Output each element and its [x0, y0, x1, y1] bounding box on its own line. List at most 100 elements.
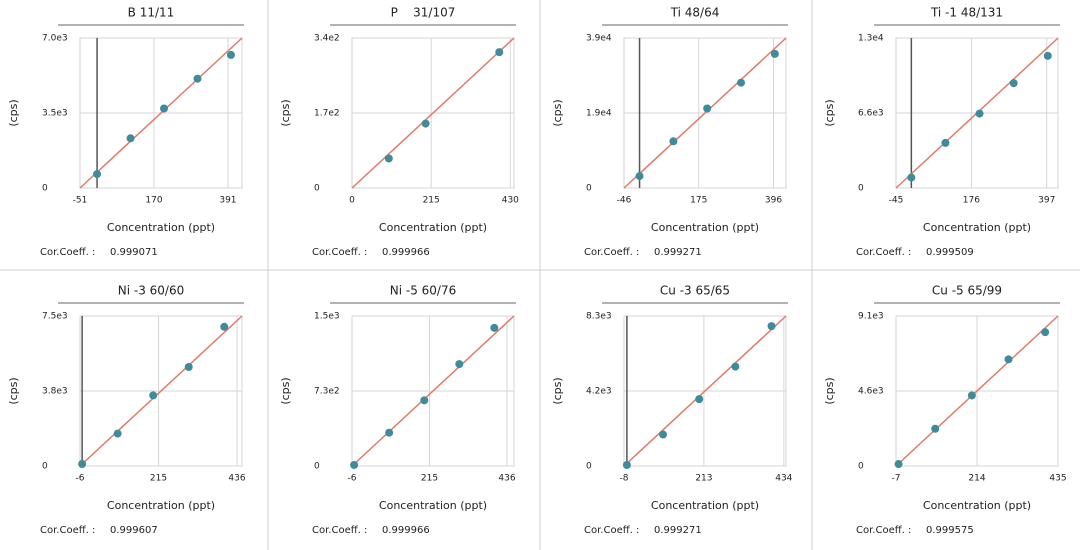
- x-tick-label: 436: [498, 474, 515, 484]
- data-point: [126, 134, 135, 143]
- cor-label: Cor.Coeff. :: [856, 525, 911, 536]
- data-point: [421, 119, 430, 128]
- data-point: [149, 391, 158, 400]
- x-axis-label: Concentration (ppt): [651, 221, 759, 234]
- y-axis-label: (cps): [279, 99, 292, 126]
- y-tick-label: 1.9e4: [586, 109, 612, 119]
- cor-label: Cor.Coeff. :: [40, 247, 95, 258]
- chart-title: Ti 48/64: [670, 6, 720, 20]
- data-point: [731, 362, 740, 371]
- chart-panel: Cu -3 65/65 0 4.2e3 8.3e3 -8 213 434 (cps) Conce…: [551, 284, 793, 537]
- y-tick-label: 7.5e3: [42, 312, 68, 322]
- cor-value: 0.999271: [654, 525, 702, 536]
- data-point: [967, 391, 976, 400]
- data-point: [622, 460, 631, 469]
- chart-panel: Ni -3 60/60 0 3.8e3 7.5e3 -6 215 436 (cps) Conce…: [7, 284, 246, 537]
- cor-label: Cor.Coeff. :: [856, 247, 911, 258]
- chart-title: Cu -5 65/99: [932, 284, 1002, 298]
- chart-panel: B 11/11 0 3.5e3 7.0e3 -51 170 391 (cps) Concentr…: [7, 6, 244, 258]
- y-tick-label: 0: [858, 462, 864, 472]
- data-point: [703, 104, 712, 113]
- x-axis-label: Concentration (ppt): [107, 221, 215, 234]
- y-axis-label: (cps): [7, 99, 20, 126]
- x-tick-label: -46: [617, 196, 632, 206]
- y-tick-label: 4.2e3: [586, 387, 612, 397]
- y-tick-label: 3.9e4: [586, 34, 612, 44]
- chart-title: Cu -3 65/65: [660, 284, 730, 298]
- data-point: [490, 323, 499, 332]
- x-tick-label: -45: [889, 196, 904, 206]
- x-tick-label: 213: [695, 474, 712, 484]
- x-tick-label: -51: [73, 196, 88, 206]
- data-point: [770, 49, 779, 58]
- chart-title: P 31/107: [391, 6, 456, 20]
- y-axis-label: (cps): [823, 377, 836, 404]
- data-point: [1009, 79, 1018, 88]
- data-point: [193, 74, 202, 83]
- fit-line: [895, 315, 1059, 467]
- data-point: [941, 138, 950, 147]
- y-tick-label: 0: [858, 184, 864, 194]
- y-tick-label: 1.5e3: [314, 312, 340, 322]
- cor-value: 0.999509: [926, 247, 974, 258]
- fit-line: [623, 37, 787, 189]
- data-point: [455, 360, 464, 369]
- x-axis-label: Concentration (ppt): [107, 499, 215, 512]
- y-axis-label: (cps): [551, 99, 564, 126]
- chart-title: B 11/11: [128, 6, 175, 20]
- chart-panel: Cu -5 65/99 0 4.6e3 9.1e3 -7 214 435 (cps) Conce…: [823, 284, 1067, 537]
- data-point: [659, 430, 668, 439]
- x-tick-label: 397: [1038, 196, 1055, 206]
- y-axis-label: (cps): [279, 377, 292, 404]
- cor-label: Cor.Coeff. :: [584, 525, 639, 536]
- data-point: [420, 396, 429, 405]
- y-tick-label: 3.4e2: [314, 34, 340, 44]
- x-tick-label: 175: [690, 196, 707, 206]
- data-point: [350, 460, 359, 469]
- data-point: [78, 460, 87, 468]
- chart-panel: Ti 48/64 0 1.9e4 3.9e4 -46 175 396 (cps) Concent…: [551, 6, 788, 258]
- y-tick-label: 3.8e3: [42, 387, 68, 397]
- y-axis-label: (cps): [7, 377, 20, 404]
- x-tick-label: 434: [775, 474, 792, 484]
- cor-value: 0.999071: [110, 247, 158, 258]
- chart-title: Ni -3 60/60: [118, 284, 185, 298]
- cor-value: 0.999271: [654, 247, 702, 258]
- y-axis-label: (cps): [823, 99, 836, 126]
- fit-line: [79, 37, 243, 189]
- data-point: [894, 460, 903, 469]
- x-tick-label: 215: [423, 196, 440, 206]
- data-point: [695, 395, 704, 404]
- y-tick-label: 7.0e3: [42, 34, 68, 44]
- cor-value: 0.999966: [382, 525, 430, 536]
- y-tick-label: 0: [314, 462, 320, 472]
- fit-line: [79, 315, 243, 467]
- x-tick-label: 170: [145, 196, 162, 206]
- fit-line: [351, 315, 515, 467]
- x-axis-label: Concentration (ppt): [923, 499, 1031, 512]
- fit-line: [623, 315, 787, 467]
- chart-panel: Ni -5 60/76 0 7.3e2 1.5e3 -6 215 436 (cps) Conce…: [279, 284, 516, 536]
- y-tick-label: 1.7e2: [314, 109, 340, 119]
- y-tick-label: 1.3e4: [858, 34, 884, 44]
- data-point: [384, 154, 393, 163]
- cor-label: Cor.Coeff. :: [312, 247, 367, 258]
- cor-value: 0.999966: [382, 247, 430, 258]
- data-point: [385, 428, 394, 437]
- x-tick-label: -7: [892, 474, 901, 484]
- fit-line: [351, 37, 515, 189]
- cor-label: Cor.Coeff. :: [312, 525, 367, 536]
- data-point: [93, 170, 102, 179]
- data-point: [907, 173, 916, 182]
- data-point: [184, 363, 193, 371]
- x-tick-label: 215: [150, 474, 167, 484]
- x-tick-label: -6: [348, 474, 357, 484]
- data-point: [226, 50, 235, 59]
- y-tick-label: 4.6e3: [858, 387, 884, 397]
- y-tick-label: 9.1e3: [858, 312, 884, 322]
- data-point: [737, 78, 746, 87]
- data-point: [220, 322, 229, 331]
- data-point: [975, 109, 984, 118]
- y-tick-label: 0: [42, 462, 48, 472]
- cor-label: Cor.Coeff. :: [40, 525, 95, 536]
